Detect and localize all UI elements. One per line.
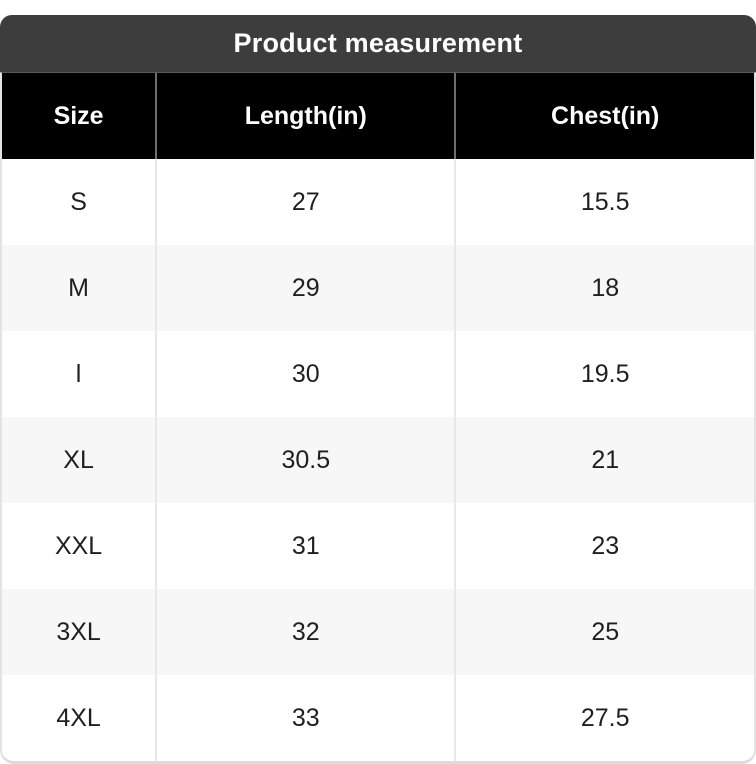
table-row: 3XL 32 25 bbox=[2, 589, 754, 675]
size-cell: XL bbox=[2, 417, 158, 503]
table-row: XXL 31 23 bbox=[2, 503, 754, 589]
length-cell: 27 bbox=[156, 159, 457, 245]
measurement-table: Size Length(in) Chest(in) S 27 15.5 M 29 18 l 30 1… bbox=[2, 73, 754, 761]
chest-cell: 27.5 bbox=[580, 703, 630, 732]
header-cell: Size bbox=[2, 73, 158, 159]
size-cell: 4XL bbox=[2, 675, 158, 761]
table-row: S 27 15.5 bbox=[2, 159, 754, 245]
length-cell: 30 bbox=[156, 331, 457, 417]
table-row: M 29 18 bbox=[2, 245, 754, 331]
table-header: Size Length(in) Chest(in) bbox=[2, 73, 754, 159]
length-cell: 32 bbox=[156, 589, 457, 675]
table-row: l 30 19.5 bbox=[2, 331, 754, 417]
chest-cell: 21 bbox=[591, 445, 620, 474]
header-cell: Length(in) bbox=[156, 73, 457, 159]
length-cell: 30.5 bbox=[156, 417, 457, 503]
chest-cell: 25 bbox=[591, 617, 620, 646]
chest-cell: 23 bbox=[591, 531, 620, 560]
header-cell: Chest(in) bbox=[455, 73, 754, 159]
size-cell: l bbox=[2, 331, 158, 417]
length-cell: 29 bbox=[156, 245, 457, 331]
size-cell: 3XL bbox=[2, 589, 158, 675]
chest-cell: 15.5 bbox=[580, 187, 630, 216]
table-body: S 27 15.5 M 29 18 l 30 19.5 XL 30.5 21 XXL 31 23 3XL 32 2… bbox=[2, 159, 754, 761]
table-title: Product measurement bbox=[233, 28, 523, 58]
size-cell: S bbox=[2, 159, 158, 245]
product-measurement-panel: Product measurement Size Length(in) Chest(… bbox=[0, 15, 756, 764]
header-row: Size Length(in) Chest(in) bbox=[2, 73, 754, 159]
chest-cell: 19.5 bbox=[580, 359, 630, 388]
size-cell: XXL bbox=[2, 503, 158, 589]
chest-cell: 18 bbox=[591, 273, 620, 302]
table-row: 4XL 33 27.5 bbox=[2, 675, 754, 761]
size-cell: M bbox=[2, 245, 158, 331]
table-row: XL 30.5 21 bbox=[2, 417, 754, 503]
measurement-table-container: Size Length(in) Chest(in) S 27 15.5 M 29 18 l 30 1… bbox=[0, 72, 756, 764]
length-cell: 33 bbox=[156, 675, 457, 761]
table-title-bar: Product measurement bbox=[0, 15, 756, 72]
length-cell: 31 bbox=[156, 503, 457, 589]
